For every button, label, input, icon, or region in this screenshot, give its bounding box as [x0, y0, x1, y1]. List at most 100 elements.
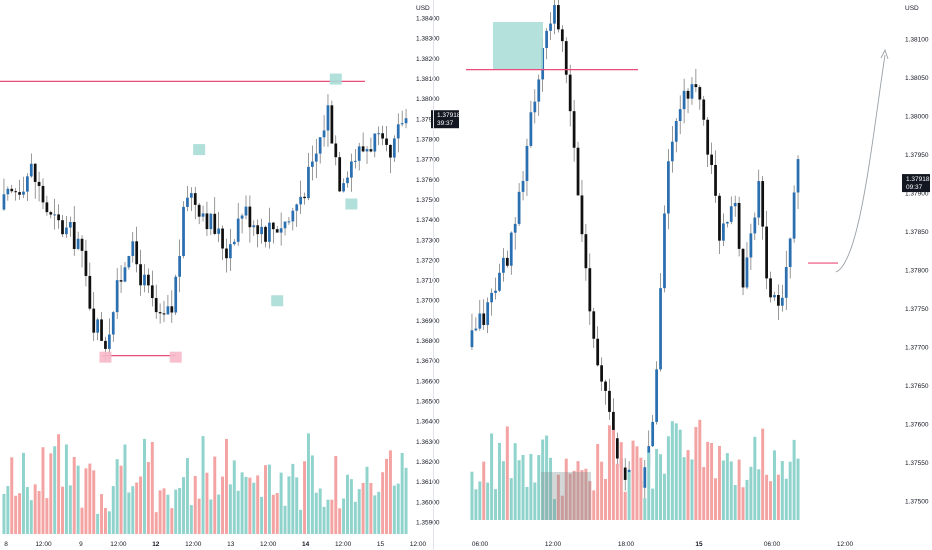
right-chart-panel[interactable]: 1.38100 1.38050 1.38000 1.37950 1.37900 1.378… [466, 0, 930, 548]
volume-bar [267, 464, 271, 534]
volume-bar [619, 442, 623, 520]
candle-body [745, 257, 749, 288]
candle-body [84, 250, 88, 276]
candle-body [295, 204, 299, 211]
volume-bar [474, 489, 478, 520]
volume-bar [310, 455, 314, 534]
swing-marker [271, 295, 284, 307]
candle-body [213, 213, 217, 234]
candle-body [780, 297, 784, 306]
candle-body [252, 225, 256, 228]
volume-bar [150, 441, 154, 534]
volume-bar [260, 496, 264, 534]
candle-body [68, 222, 72, 228]
volume-bar [154, 512, 158, 534]
candle-body [796, 159, 800, 193]
volume-bar [111, 486, 115, 534]
volume-bar [326, 499, 330, 534]
candle-body [326, 105, 330, 131]
y-tick-label: 1.38400 [416, 16, 440, 23]
y-tick-label: 1.36000 [416, 499, 440, 506]
candle-body [651, 421, 655, 447]
candle-body [287, 221, 291, 223]
volume-bar [232, 460, 236, 534]
countdown-label: 09:37 [906, 184, 923, 191]
y-tick-label: 1.38100 [416, 76, 440, 83]
candle-body [41, 185, 45, 203]
candle-body [545, 30, 548, 48]
candle-body [248, 206, 252, 228]
candle-body [502, 257, 505, 273]
candle-body [76, 238, 80, 249]
candle-body [205, 213, 209, 230]
candle-body [268, 222, 271, 242]
candle-body [318, 137, 322, 154]
y-tick-label: 1.36800 [416, 338, 440, 345]
x-tick-label: 9 [79, 541, 83, 548]
candle-body [392, 138, 396, 158]
candle-body [592, 311, 596, 339]
volume-bar [572, 470, 576, 520]
volume-bar [342, 498, 346, 534]
volume-bar [698, 419, 702, 520]
volume-bar [240, 472, 244, 534]
volume-bar [64, 444, 68, 534]
projection-arrow [835, 54, 886, 273]
candle-body [57, 214, 60, 221]
candle-body [381, 133, 384, 139]
volume-bar [404, 467, 408, 534]
candle-body [150, 285, 154, 299]
candle-body [509, 232, 513, 266]
volume-bar [252, 482, 256, 534]
volume-bar [182, 477, 186, 534]
x-tick-label: 06:00 [472, 541, 489, 548]
candle-body [131, 241, 135, 257]
candle-body [22, 191, 25, 195]
volume-bar [584, 468, 588, 520]
candle-body [698, 87, 702, 100]
x-tick-label: 12:00 [110, 541, 127, 548]
volume-bar [611, 429, 615, 520]
candle-body [572, 111, 576, 148]
candle-body [182, 206, 185, 257]
volume-bar [710, 442, 714, 520]
volume-bar [41, 447, 45, 534]
x-tick-label: 12:00 [837, 541, 854, 548]
y-tick-label: 1.37750 [905, 306, 929, 313]
volume-bar [717, 445, 721, 520]
candle-body [612, 411, 615, 439]
volume-bar [88, 463, 92, 534]
volume-bar [162, 488, 166, 534]
last-price-badge [431, 110, 459, 129]
candle-body [517, 191, 521, 224]
y-tick-label: 1.38050 [905, 75, 929, 82]
volume-bar [299, 509, 303, 534]
candle-body [659, 288, 662, 370]
swing-marker [345, 198, 358, 210]
candle-body [221, 228, 224, 249]
candle-body [240, 215, 244, 219]
candle-body [154, 298, 158, 313]
candle-body [33, 163, 37, 182]
y-tick-label: 1.36600 [416, 378, 440, 385]
volume-bar [659, 454, 663, 520]
volume-bar [788, 461, 792, 520]
candle-body [584, 234, 588, 269]
candle-body [119, 280, 123, 282]
y-tick-label: 1.37700 [416, 157, 440, 164]
candle-body [600, 365, 603, 382]
volume-bar [733, 485, 737, 520]
volume-bar [757, 469, 761, 520]
candle-body [369, 149, 373, 152]
volume-bar [338, 508, 342, 534]
volume-bar [552, 499, 556, 520]
y-tick-label: 1.37500 [905, 499, 929, 506]
candle-body [26, 176, 29, 192]
candle-body [474, 328, 478, 331]
candle-body [96, 319, 100, 333]
y-tick-label: 1.37400 [416, 217, 440, 224]
candle-body [104, 340, 107, 349]
volume-bar [193, 475, 197, 534]
candle-body [486, 302, 490, 325]
left-chart-panel[interactable]: 1.38400 1.38300 1.38200 1.38100 1.38000 1.379… [0, 5, 461, 548]
